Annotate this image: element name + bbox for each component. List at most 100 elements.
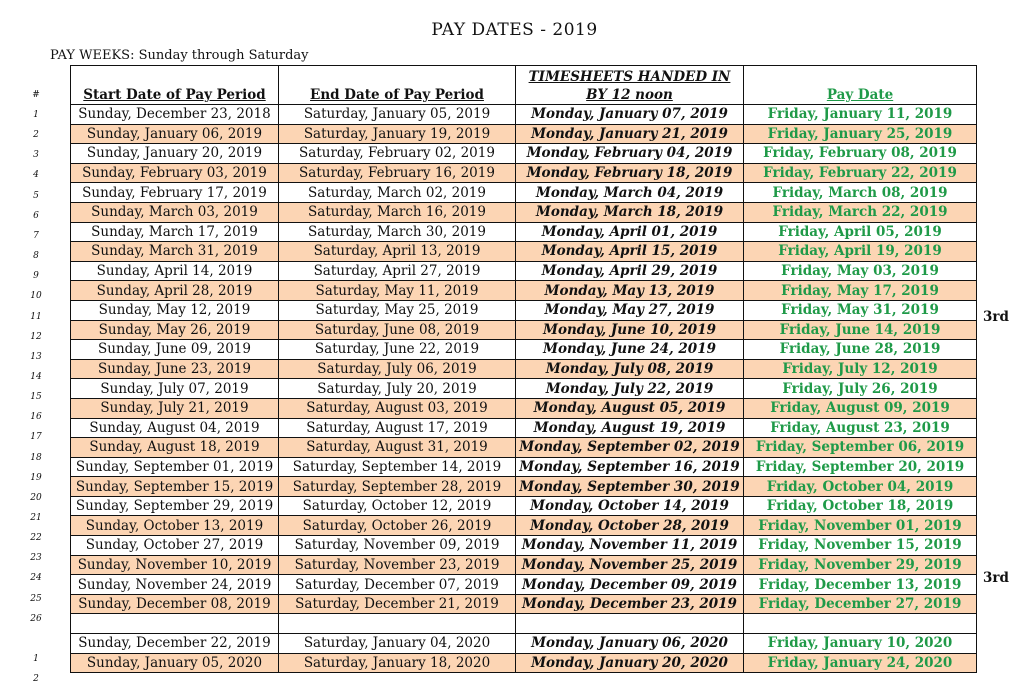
end-date-cell: Saturday, June 08, 2019 bbox=[278, 319, 516, 341]
pay-date-cell: Friday, August 23, 2019 bbox=[743, 417, 977, 439]
table-row: Sunday, June 23, 2019 Saturday, July 06, … bbox=[70, 358, 977, 380]
table-row: Sunday, March 17, 2019 Saturday, March 30… bbox=[70, 221, 977, 243]
timesheet-deadline-cell: Monday, December 23, 2019 bbox=[515, 593, 744, 615]
end-date-cell: Saturday, January 05, 2019 bbox=[278, 104, 516, 125]
table-row: Sunday, August 04, 2019 Saturday, August … bbox=[70, 417, 977, 439]
row-number: 16 bbox=[30, 412, 42, 423]
row-number: 1 bbox=[33, 654, 39, 665]
timesheet-deadline-cell: Monday, February 04, 2019 bbox=[515, 143, 744, 164]
pay-date-cell: Friday, April 05, 2019 bbox=[743, 221, 977, 243]
third-paycheck-note: 3rd bbox=[983, 308, 1009, 325]
timesheet-deadline-cell: Monday, July 22, 2019 bbox=[515, 378, 744, 399]
start-date-cell: Sunday, September 29, 2019 bbox=[70, 495, 279, 517]
row-number: 23 bbox=[30, 553, 42, 564]
timesheet-deadline-cell: Monday, May 13, 2019 bbox=[515, 280, 744, 301]
pay-date-cell: Friday, December 13, 2019 bbox=[743, 574, 977, 595]
table-row: Sunday, February 17, 2019 Saturday, March… bbox=[70, 182, 977, 203]
start-date-cell: Sunday, June 23, 2019 bbox=[70, 358, 279, 380]
pay-date-cell: Friday, April 19, 2019 bbox=[743, 241, 977, 262]
header-number: # bbox=[32, 90, 40, 100]
pay-date-cell: Friday, January 24, 2020 bbox=[743, 652, 977, 674]
end-date-cell: Saturday, December 21, 2019 bbox=[278, 593, 516, 615]
pay-date-cell: Friday, July 12, 2019 bbox=[743, 358, 977, 380]
end-date-cell: Saturday, December 07, 2019 bbox=[278, 574, 516, 595]
row-number: 19 bbox=[30, 472, 42, 483]
row-number: 4 bbox=[33, 170, 39, 181]
start-date-cell: Sunday, January 06, 2019 bbox=[70, 123, 279, 145]
start-date-cell: Sunday, June 09, 2019 bbox=[70, 339, 279, 360]
row-number: 11 bbox=[30, 311, 42, 322]
row-number: 2 bbox=[33, 674, 39, 685]
end-date-cell: Saturday, January 04, 2020 bbox=[278, 633, 516, 654]
header-start-date: Start Date of Pay Period bbox=[70, 65, 279, 105]
timesheet-deadline-cell: Monday, March 18, 2019 bbox=[515, 201, 744, 223]
table-row: Sunday, July 21, 2019 Saturday, August 03… bbox=[70, 397, 977, 419]
end-date-cell: Saturday, March 30, 2019 bbox=[278, 221, 516, 243]
timesheet-deadline-cell: Monday, May 27, 2019 bbox=[515, 299, 744, 321]
start-date-cell: Sunday, March 03, 2019 bbox=[70, 201, 279, 223]
table-row: Sunday, November 10, 2019 Saturday, Novem… bbox=[70, 554, 977, 576]
header-pay-date: Pay Date bbox=[743, 65, 977, 105]
start-date-cell: Sunday, April 28, 2019 bbox=[70, 280, 279, 301]
start-date-cell: Sunday, February 03, 2019 bbox=[70, 162, 279, 184]
timesheet-deadline-cell: Monday, October 28, 2019 bbox=[515, 515, 744, 537]
blank-row bbox=[70, 613, 977, 635]
pay-date-cell: Friday, July 26, 2019 bbox=[743, 378, 977, 399]
pay-date-cell: Friday, December 27, 2019 bbox=[743, 593, 977, 615]
pay-date-cell: Friday, October 04, 2019 bbox=[743, 476, 977, 497]
table-row: Sunday, September 29, 2019 Saturday, Octo… bbox=[70, 495, 977, 517]
end-date-cell: Saturday, May 25, 2019 bbox=[278, 299, 516, 321]
third-paycheck-note: 3rd bbox=[983, 570, 1009, 587]
table-row: Sunday, April 14, 2019 Saturday, April 27… bbox=[70, 260, 977, 282]
pay-date-cell: Friday, February 08, 2019 bbox=[743, 143, 977, 164]
row-number: 18 bbox=[30, 452, 42, 463]
table-row: Sunday, June 09, 2019 Saturday, June 22, … bbox=[70, 339, 977, 360]
start-date-cell: Sunday, September 15, 2019 bbox=[70, 476, 279, 497]
row-number: 25 bbox=[30, 593, 42, 604]
end-date-cell: Saturday, October 26, 2019 bbox=[278, 515, 516, 537]
row-number: 10 bbox=[30, 291, 42, 302]
pay-date-cell: Friday, January 25, 2019 bbox=[743, 123, 977, 145]
end-date-cell: Saturday, March 02, 2019 bbox=[278, 182, 516, 203]
table-row: Sunday, August 18, 2019 Saturday, August … bbox=[70, 437, 977, 458]
table-row: Sunday, December 22, 2019 Saturday, Janua… bbox=[70, 633, 977, 654]
timesheet-deadline-cell: Monday, April 15, 2019 bbox=[515, 241, 744, 262]
start-date-cell: Sunday, January 20, 2019 bbox=[70, 143, 279, 164]
pay-date-cell: Friday, March 22, 2019 bbox=[743, 201, 977, 223]
pay-weeks-note: PAY WEEKS: Sunday through Saturday bbox=[50, 48, 309, 63]
end-date-cell: Saturday, February 02, 2019 bbox=[278, 143, 516, 164]
pay-date-cell: Friday, May 17, 2019 bbox=[743, 280, 977, 301]
table-row: Sunday, December 23, 2018 Saturday, Janua… bbox=[70, 104, 977, 125]
start-date-cell: Sunday, August 18, 2019 bbox=[70, 437, 279, 458]
timesheet-deadline-cell: Monday, December 09, 2019 bbox=[515, 574, 744, 595]
pay-date-cell: Friday, May 03, 2019 bbox=[743, 260, 977, 282]
timesheet-deadline-cell: Monday, April 01, 2019 bbox=[515, 221, 744, 243]
row-number: 17 bbox=[30, 432, 42, 443]
row-number: 21 bbox=[30, 513, 42, 523]
page-title: PAY DATES - 2019 bbox=[431, 20, 598, 40]
start-date-cell: Sunday, March 31, 2019 bbox=[70, 241, 279, 262]
end-date-cell: Saturday, July 20, 2019 bbox=[278, 378, 516, 399]
end-date-cell: Saturday, August 17, 2019 bbox=[278, 417, 516, 439]
end-date-cell: Saturday, September 14, 2019 bbox=[278, 456, 516, 478]
start-date-cell: Sunday, November 24, 2019 bbox=[70, 574, 279, 595]
empty-cell bbox=[743, 613, 977, 635]
start-date-cell: Sunday, July 07, 2019 bbox=[70, 378, 279, 399]
empty-cell bbox=[278, 613, 516, 635]
start-date-cell: Sunday, May 26, 2019 bbox=[70, 319, 279, 341]
start-date-cell: Sunday, August 04, 2019 bbox=[70, 417, 279, 439]
end-date-cell: Saturday, November 09, 2019 bbox=[278, 535, 516, 556]
table-row: Sunday, October 13, 2019 Saturday, Octobe… bbox=[70, 515, 977, 537]
timesheet-deadline-cell: Monday, June 10, 2019 bbox=[515, 319, 744, 341]
timesheet-deadline-cell: Monday, March 04, 2019 bbox=[515, 182, 744, 203]
table-row: Sunday, May 26, 2019 Saturday, June 08, 2… bbox=[70, 319, 977, 341]
timesheet-deadline-cell: Monday, October 14, 2019 bbox=[515, 495, 744, 517]
end-date-cell: Saturday, April 27, 2019 bbox=[278, 260, 516, 282]
row-number: 8 bbox=[33, 251, 39, 262]
start-date-cell: Sunday, April 14, 2019 bbox=[70, 260, 279, 282]
row-number: 20 bbox=[30, 492, 42, 503]
row-number: 26 bbox=[30, 613, 42, 624]
row-number: 24 bbox=[30, 573, 42, 584]
start-date-cell: Sunday, May 12, 2019 bbox=[70, 299, 279, 321]
end-date-cell: Saturday, October 12, 2019 bbox=[278, 495, 516, 517]
